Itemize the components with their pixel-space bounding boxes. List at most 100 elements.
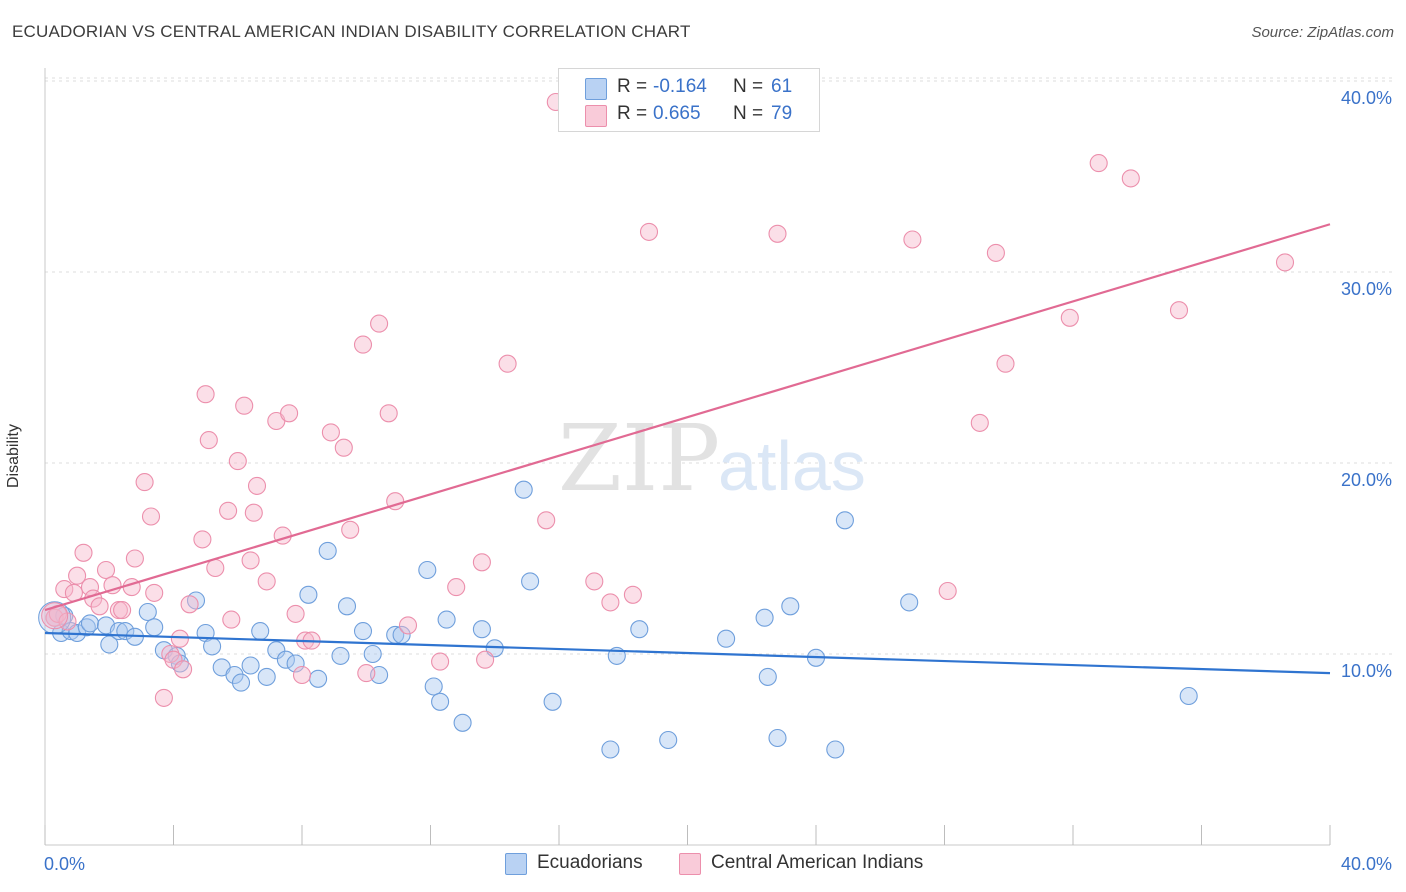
data-point[interactable]	[286, 604, 305, 623]
data-point[interactable]	[276, 650, 295, 669]
data-point[interactable]	[537, 511, 556, 530]
data-point[interactable]	[68, 566, 87, 585]
data-point[interactable]	[74, 543, 93, 562]
data-point[interactable]	[125, 549, 144, 568]
data-point[interactable]	[203, 637, 222, 656]
data-point[interactable]	[154, 688, 173, 707]
data-point[interactable]	[476, 650, 495, 669]
data-point[interactable]	[331, 646, 350, 665]
data-point[interactable]	[1169, 301, 1189, 320]
data-point[interactable]	[199, 431, 218, 450]
data-point[interactable]	[164, 650, 183, 669]
data-point[interactable]	[938, 581, 957, 601]
data-point[interactable]	[193, 530, 212, 549]
data-point[interactable]	[717, 629, 736, 648]
data-point[interactable]	[321, 423, 340, 442]
data-point[interactable]	[543, 692, 562, 711]
data-point[interactable]	[141, 507, 161, 526]
data-point[interactable]	[630, 620, 649, 639]
data-point[interactable]	[514, 480, 533, 499]
data-point[interactable]	[398, 616, 418, 635]
data-point[interactable]	[318, 541, 337, 560]
data-point[interactable]	[334, 438, 353, 457]
data-point[interactable]	[1121, 169, 1140, 188]
data-point[interactable]	[826, 740, 845, 759]
data-point[interactable]	[244, 503, 263, 522]
data-point[interactable]	[431, 652, 450, 671]
data-point[interactable]	[228, 452, 247, 471]
data-point[interactable]	[900, 593, 919, 612]
data-point[interactable]	[986, 243, 1005, 262]
data-point[interactable]	[96, 560, 116, 580]
data-point[interactable]	[113, 601, 132, 620]
data-point[interactable]	[447, 578, 466, 597]
data-point[interactable]	[431, 692, 450, 711]
data-point[interactable]	[639, 222, 659, 241]
data-point[interactable]	[1060, 308, 1079, 327]
data-point[interactable]	[353, 622, 373, 641]
data-point[interactable]	[145, 583, 164, 602]
data-point[interactable]	[1089, 154, 1108, 173]
data-point[interactable]	[219, 501, 238, 520]
data-point[interactable]	[267, 641, 286, 660]
data-point[interactable]	[337, 597, 357, 616]
data-point[interactable]	[299, 585, 318, 604]
data-point[interactable]	[521, 572, 540, 591]
data-point[interactable]	[453, 713, 472, 732]
data-point[interactable]	[970, 413, 989, 432]
data-point[interactable]	[257, 667, 276, 686]
data-point[interactable]	[251, 622, 270, 641]
data-point[interactable]	[498, 354, 517, 373]
data-point[interactable]	[418, 560, 437, 580]
data-point[interactable]	[257, 572, 276, 591]
data-point[interactable]	[357, 664, 376, 683]
data-point[interactable]	[903, 230, 922, 249]
data-point[interactable]	[161, 644, 180, 664]
data-point[interactable]	[138, 602, 157, 622]
data-point[interactable]	[135, 473, 154, 492]
data-point[interactable]	[781, 597, 800, 616]
data-point[interactable]	[472, 620, 491, 639]
data-point[interactable]	[370, 314, 389, 333]
data-point[interactable]	[145, 618, 164, 637]
data-point[interactable]	[437, 610, 456, 629]
data-point[interactable]	[601, 740, 620, 759]
data-point[interactable]	[286, 654, 305, 673]
data-point[interactable]	[206, 558, 225, 578]
data-point[interactable]	[180, 595, 199, 614]
data-point[interactable]	[996, 354, 1015, 373]
data-point[interactable]	[241, 551, 260, 570]
data-point[interactable]	[363, 644, 382, 664]
data-point[interactable]	[235, 396, 254, 415]
data-point[interactable]	[659, 730, 678, 750]
data-point[interactable]	[55, 580, 74, 599]
data-point[interactable]	[231, 673, 251, 692]
data-point[interactable]	[1275, 253, 1295, 272]
data-point[interactable]	[755, 608, 774, 627]
data-point[interactable]	[835, 511, 854, 530]
data-point[interactable]	[424, 677, 443, 696]
data-point[interactable]	[80, 614, 100, 633]
data-point[interactable]	[196, 385, 215, 404]
data-point[interactable]	[341, 520, 360, 539]
data-point[interactable]	[768, 224, 787, 243]
data-point[interactable]	[379, 404, 398, 423]
data-point[interactable]	[222, 610, 241, 629]
data-point[interactable]	[90, 597, 109, 616]
data-point[interactable]	[225, 665, 244, 685]
data-point[interactable]	[170, 629, 189, 648]
data-point[interactable]	[585, 572, 604, 591]
data-point[interactable]	[623, 585, 642, 604]
data-point[interactable]	[280, 404, 299, 423]
data-point[interactable]	[758, 667, 777, 686]
data-point[interactable]	[309, 669, 328, 688]
data-point[interactable]	[601, 593, 620, 612]
data-point[interactable]	[1179, 686, 1198, 706]
data-point[interactable]	[292, 665, 312, 685]
data-point[interactable]	[768, 728, 787, 748]
data-point[interactable]	[472, 553, 491, 572]
data-point[interactable]	[353, 335, 373, 354]
data-point[interactable]	[247, 476, 267, 495]
data-point[interactable]	[241, 656, 260, 675]
data-point[interactable]	[174, 660, 193, 679]
